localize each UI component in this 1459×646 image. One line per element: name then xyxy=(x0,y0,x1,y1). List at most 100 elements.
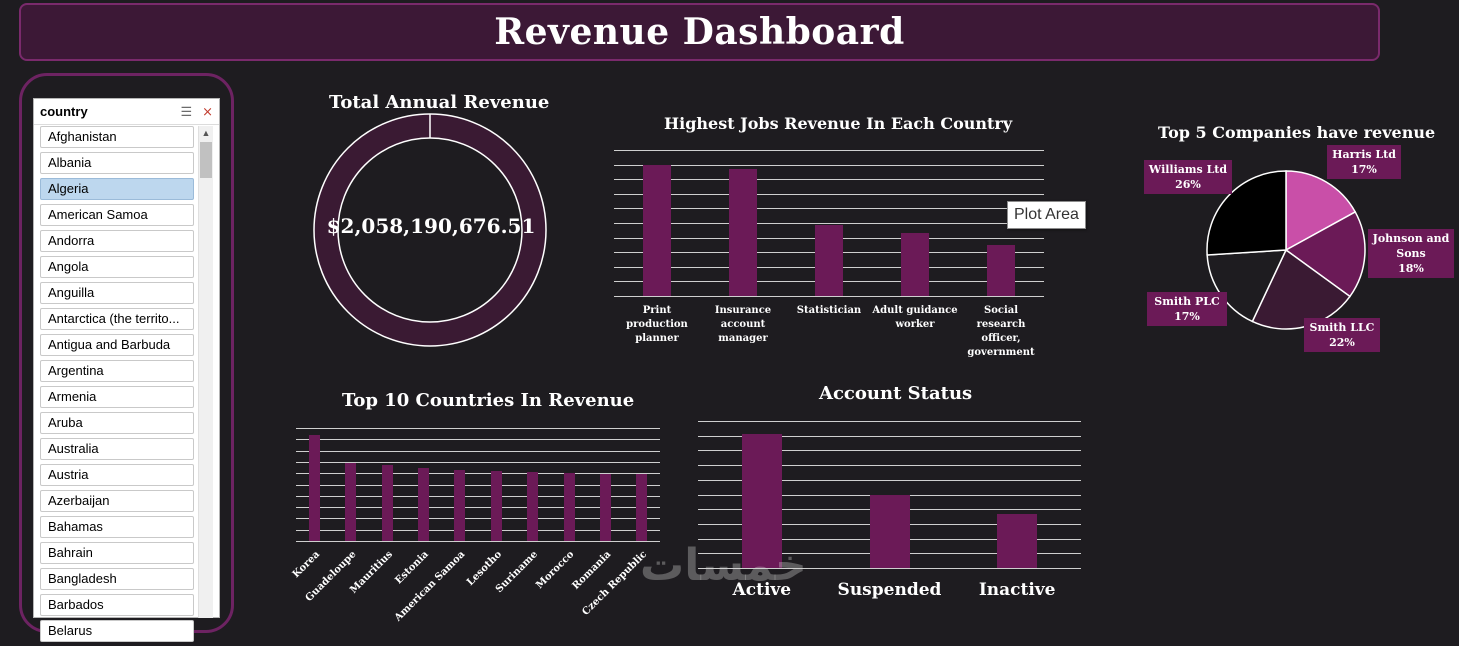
slicer-item[interactable]: Aruba xyxy=(40,412,194,434)
gridline xyxy=(698,465,1081,467)
bar[interactable] xyxy=(987,244,1015,296)
gridline xyxy=(698,494,1081,496)
slicer-item[interactable]: Bangladesh xyxy=(40,568,194,590)
gridline xyxy=(296,495,660,497)
pie-data-label: Smith LLC 22% xyxy=(1304,318,1380,352)
slicer-item[interactable]: Barbados xyxy=(40,594,194,616)
pie-label-name: Johnson and Sons xyxy=(1372,232,1450,260)
slicer-item[interactable]: Bahrain xyxy=(40,542,194,564)
total-revenue-value: $2,058,190,676.51 xyxy=(326,214,536,238)
slicer-item[interactable]: Algeria xyxy=(40,178,194,200)
pie-label-percent: 17% xyxy=(1174,310,1200,323)
slicer-item[interactable]: Antigua and Barbuda xyxy=(40,334,194,356)
pie-slice[interactable] xyxy=(1284,210,1366,298)
gridline xyxy=(296,428,660,429)
gridline xyxy=(296,473,660,475)
bar[interactable] xyxy=(599,474,611,541)
x-axis-label: American Samoa xyxy=(392,549,468,624)
bar[interactable] xyxy=(454,470,466,541)
gridline xyxy=(296,529,660,531)
page-title: Revenue Dashboard xyxy=(494,11,905,53)
x-axis-label: Korea xyxy=(290,549,322,581)
account-status-title: Account Status xyxy=(819,383,973,404)
pie-data-label: Harris Ltd 17% xyxy=(1327,145,1401,179)
slicer-item[interactable]: Australia xyxy=(40,438,194,460)
pie-data-label: Smith PLC 17% xyxy=(1147,292,1227,326)
slicer-item[interactable]: Andorra xyxy=(40,230,194,252)
companies-title: Top 5 Companies have revenue xyxy=(1158,123,1436,142)
gridline xyxy=(614,208,1044,210)
multi-select-icon[interactable]: ☰ xyxy=(180,104,193,119)
total-revenue-title: Total Annual Revenue xyxy=(329,92,550,113)
bar[interactable] xyxy=(901,232,929,296)
companies-pie[interactable] xyxy=(1200,165,1372,335)
pie-label-name: Smith LLC xyxy=(1309,321,1375,334)
gridline xyxy=(698,568,1081,569)
gridline xyxy=(614,150,1044,151)
pie-label-percent: 17% xyxy=(1351,163,1377,176)
slicer-item[interactable]: Albania xyxy=(40,152,194,174)
bar[interactable] xyxy=(490,471,502,541)
slicer-header: country ☰ ⨯ xyxy=(34,99,219,125)
slicer-item[interactable]: Anguilla xyxy=(40,282,194,304)
gridline xyxy=(296,484,660,486)
bar[interactable] xyxy=(308,434,320,541)
jobs-revenue-title: Highest Jobs Revenue In Each Country xyxy=(664,114,1013,133)
country-slicer[interactable]: country ☰ ⨯ Afghanistan Albania Algeria Ame… xyxy=(33,98,220,642)
gridline xyxy=(296,518,660,520)
slicer-item[interactable]: Austria xyxy=(40,464,194,486)
gridline xyxy=(296,439,660,441)
bar[interactable] xyxy=(997,514,1038,568)
slicer-item[interactable]: Armenia xyxy=(40,386,194,408)
scroll-thumb[interactable] xyxy=(200,142,212,178)
bar[interactable] xyxy=(643,164,671,296)
bar[interactable] xyxy=(741,433,782,568)
bar[interactable] xyxy=(869,495,910,568)
pie-slice[interactable] xyxy=(1285,170,1357,252)
gridline xyxy=(614,193,1044,195)
slicer-item[interactable]: Antarctica (the territo... xyxy=(40,308,194,330)
pie-label-name: Smith PLC xyxy=(1154,295,1220,308)
gridline xyxy=(296,507,660,509)
gridline xyxy=(698,421,1081,422)
gridline xyxy=(296,541,660,542)
pie-data-label: Williams Ltd 26% xyxy=(1144,160,1232,194)
slicer-item[interactable]: Afghanistan xyxy=(40,126,194,148)
pie-label-percent: 26% xyxy=(1175,178,1201,191)
gridline xyxy=(614,179,1044,181)
bar[interactable] xyxy=(815,225,843,296)
gridline xyxy=(614,296,1044,297)
total-revenue-donut[interactable] xyxy=(310,113,552,353)
bar[interactable] xyxy=(636,474,648,541)
bar[interactable] xyxy=(417,468,429,541)
pie-label-percent: 18% xyxy=(1398,262,1424,275)
slicer-item[interactable]: American Samoa xyxy=(40,204,194,226)
gridline xyxy=(698,435,1081,437)
pie-slice[interactable] xyxy=(1206,170,1287,256)
slicer-item[interactable]: Belarus xyxy=(40,620,194,642)
pie-label-name: Williams Ltd xyxy=(1148,163,1228,176)
slicer-scrollbar[interactable]: ▲ xyxy=(198,126,213,618)
countries-title: Top 10 Countries In Revenue xyxy=(342,390,635,411)
pie-label-percent: 22% xyxy=(1329,336,1355,349)
slicer-item[interactable]: Bahamas xyxy=(40,516,194,538)
gridline xyxy=(296,461,660,463)
pie-data-label: Johnson and Sons 18% xyxy=(1368,229,1454,278)
slicer-item[interactable]: Argentina xyxy=(40,360,194,382)
bar[interactable] xyxy=(527,472,539,541)
clear-filter-icon[interactable]: ⨯ xyxy=(202,104,213,119)
gridline xyxy=(698,479,1081,481)
gridline xyxy=(698,450,1081,452)
x-axis-label: Social research officer, government xyxy=(967,305,1035,358)
scroll-up-icon[interactable]: ▲ xyxy=(201,128,211,138)
bar[interactable] xyxy=(563,473,575,541)
slicer-item[interactable]: Azerbaijan xyxy=(40,490,194,512)
x-axis-label: Insurance account manager xyxy=(714,305,772,344)
x-axis-label: Inactive xyxy=(978,580,1056,600)
slicer-item[interactable]: Angola xyxy=(40,256,194,278)
bar[interactable] xyxy=(729,169,757,296)
bar[interactable] xyxy=(345,463,357,541)
x-axis-label: Suspended xyxy=(837,580,942,600)
gridline xyxy=(614,164,1044,166)
bar[interactable] xyxy=(381,465,393,541)
